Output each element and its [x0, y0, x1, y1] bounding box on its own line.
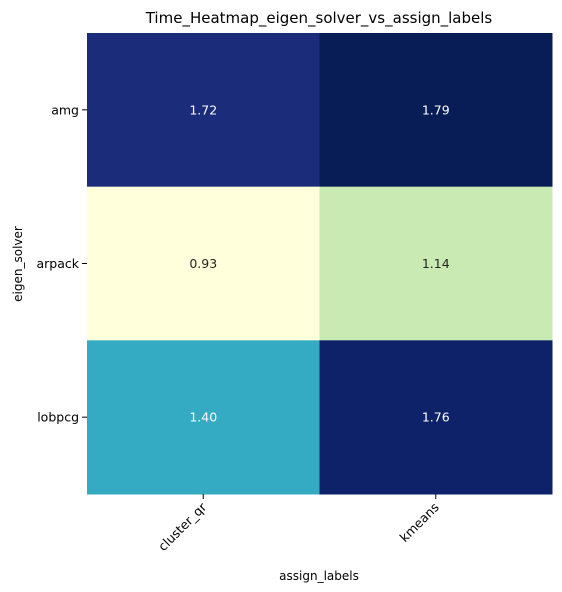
x-tick-label: cluster_qr: [155, 499, 210, 554]
cell-value-label: 1.76: [422, 410, 450, 425]
heatmap-cell-lobpcg-cluster_qr: [87, 340, 320, 495]
cell-value-label: 0.93: [189, 256, 217, 271]
cell-value-label: 1.72: [189, 102, 217, 117]
heatmap-cell-labels: 1.72 1.79 0.93 1.14 1.40 1.76: [189, 102, 449, 424]
y-axis-label: eigen_solver: [11, 226, 25, 302]
chart-title: Time_Heatmap_eigen_solver_vs_assign_labe…: [145, 9, 493, 28]
cell-value-label: 1.40: [189, 410, 217, 425]
cell-value-label: 1.14: [422, 256, 450, 271]
heatmap-cell-arpack-cluster_qr: [87, 186, 320, 341]
heatmap-cell-amg-kmeans: [319, 33, 553, 188]
cell-value-label: 1.79: [422, 102, 450, 117]
heatmap-cell-lobpcg-kmeans: [319, 340, 553, 495]
heatmap-cell-arpack-kmeans: [319, 186, 553, 341]
y-tick-label: arpack: [36, 256, 79, 271]
y-tick-label: amg: [51, 102, 79, 117]
x-axis-label: assign_labels: [279, 569, 359, 583]
y-axis: amg arpack lobpcg: [36, 102, 87, 425]
x-tick-label: kmeans: [396, 500, 441, 545]
heatmap-cells: [87, 33, 553, 495]
heatmap-cell-amg-cluster_qr: [87, 33, 320, 188]
y-tick-label: lobpcg: [37, 410, 79, 425]
x-axis: cluster_qr kmeans: [155, 494, 442, 554]
